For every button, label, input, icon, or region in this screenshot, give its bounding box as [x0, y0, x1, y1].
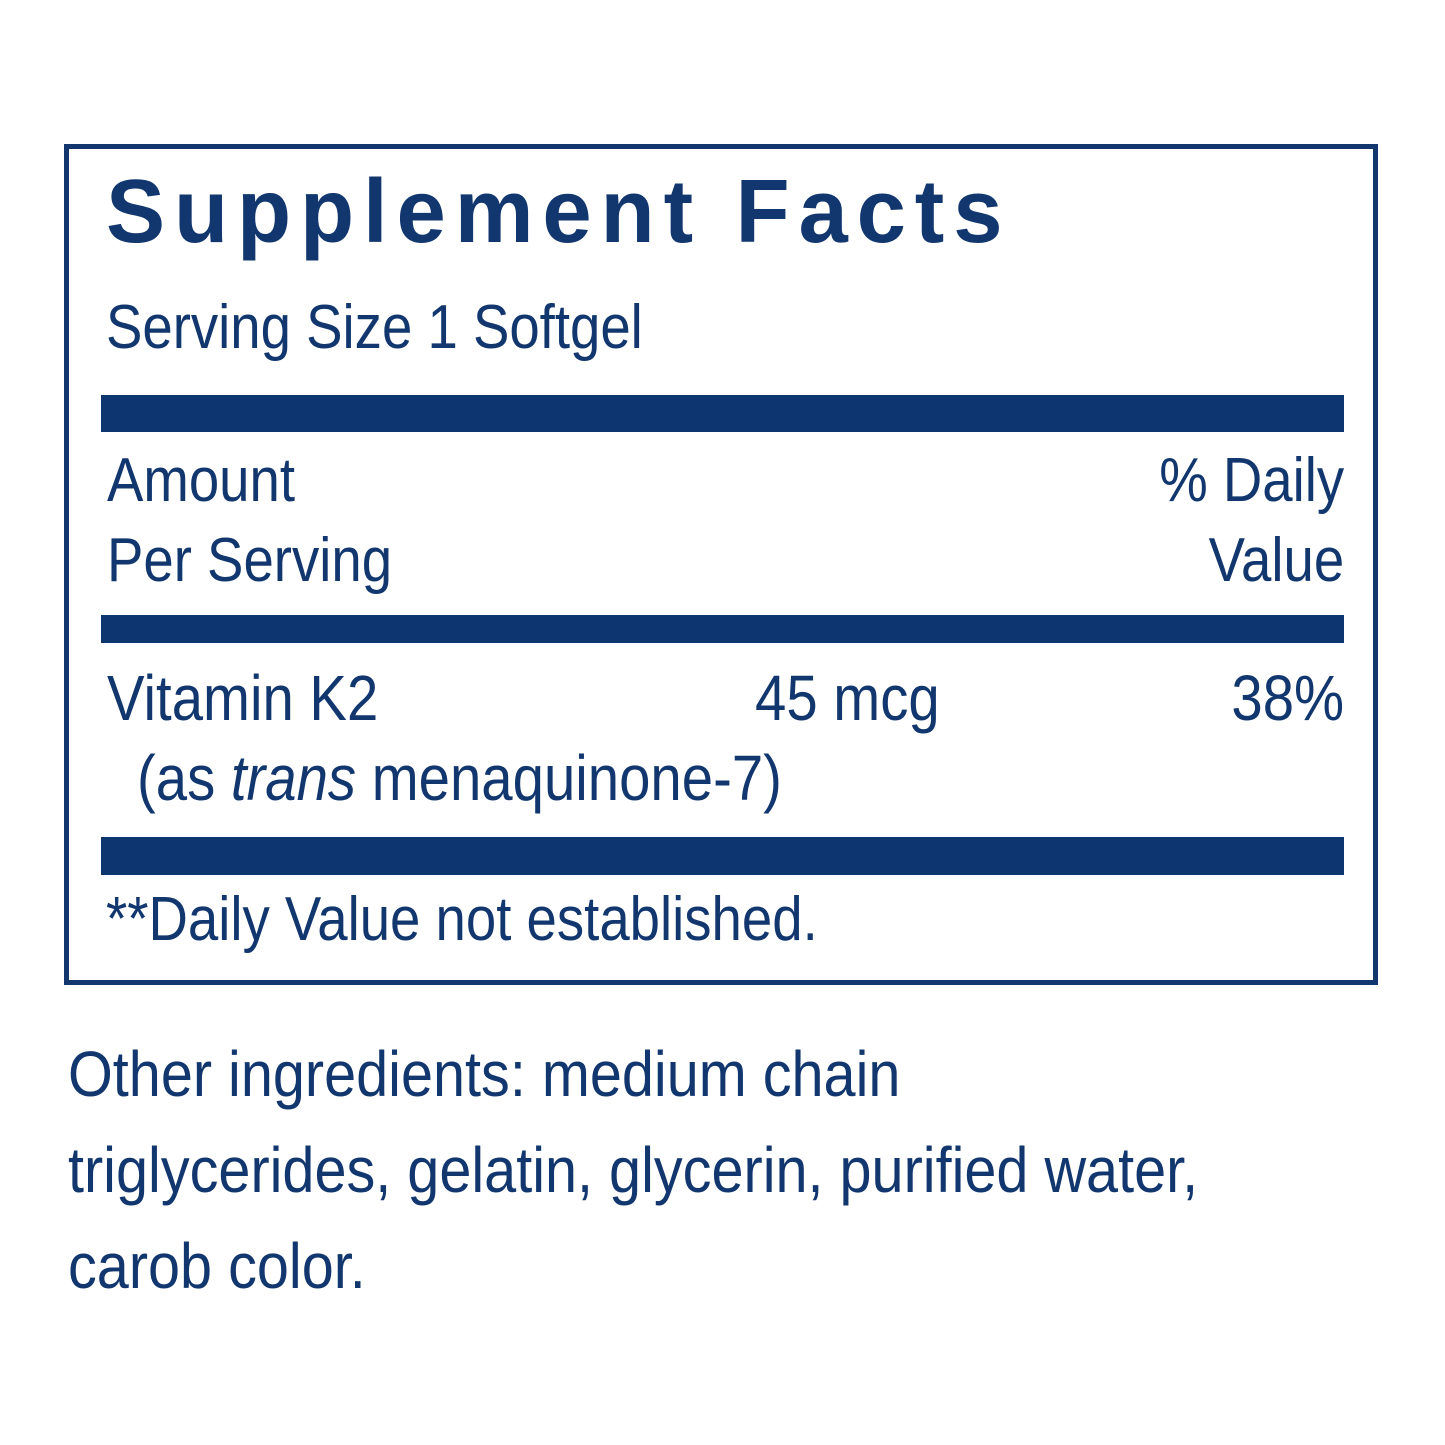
- amount-header-line-1: Amount: [107, 446, 296, 515]
- daily-value-header: % Daily Value: [1134, 441, 1344, 601]
- supplement-facts-panel: Supplement Facts Serving Size 1 Softgel …: [64, 144, 1378, 985]
- rule-below-header: [101, 615, 1344, 643]
- panel-title: Supplement Facts: [106, 162, 1012, 262]
- rule-above-footnote: [101, 837, 1344, 875]
- nutrient-row-vitamin-k2: Vitamin K2 45 mcg 38% (as trans menaquin…: [101, 657, 1344, 833]
- column-header-row: Amount Per Serving % Daily Value: [101, 441, 1344, 611]
- rule-above-header: [101, 395, 1344, 432]
- amount-per-serving-header: Amount Per Serving: [107, 441, 431, 601]
- daily-value-header-line-2: Value: [1208, 526, 1344, 595]
- other-ingredients-text: Other ingredients: medium chain triglyce…: [68, 1038, 1199, 1302]
- nutrient-source-line: (as trans menaquinone-7): [137, 737, 782, 819]
- nutrient-amount: 45 mcg: [755, 662, 940, 734]
- source-suffix: menaquinone-7): [356, 742, 782, 814]
- serving-size-text: Serving Size 1 Softgel: [106, 293, 643, 362]
- daily-value-footnote: **Daily Value not established.: [106, 885, 818, 954]
- source-italic-term: trans: [230, 742, 357, 814]
- amount-header-line-2: Per Serving: [107, 526, 393, 595]
- daily-value-header-line-1: % Daily: [1159, 446, 1344, 515]
- nutrient-daily-value: 38%: [1231, 662, 1344, 734]
- nutrient-name: Vitamin K2: [107, 662, 379, 734]
- source-prefix: (as: [137, 742, 231, 814]
